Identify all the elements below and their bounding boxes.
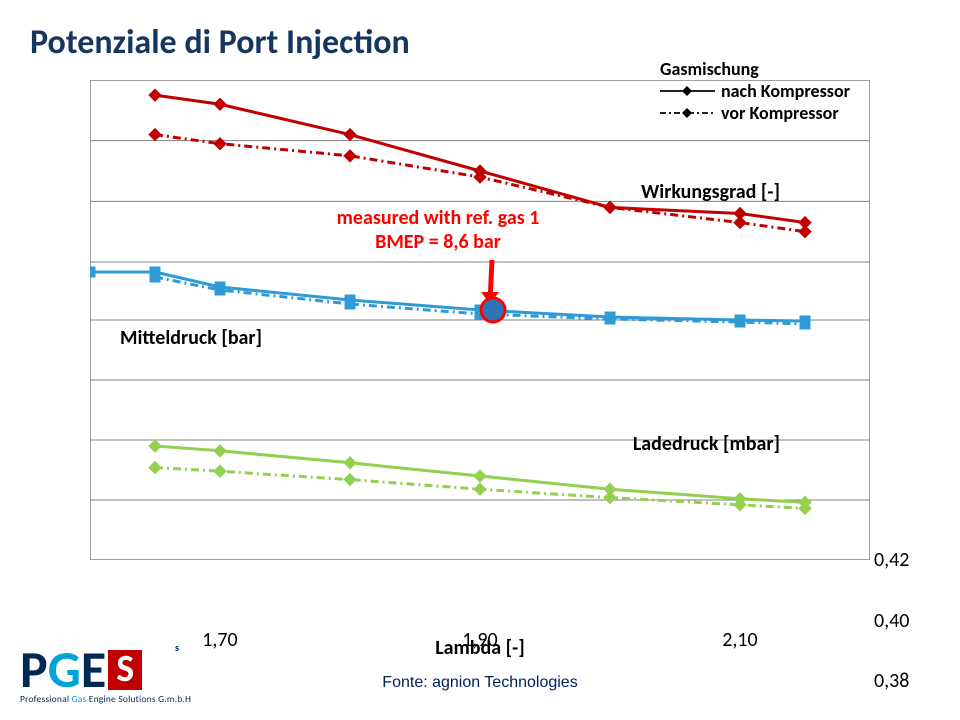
- annotation-text: measured with ref. gas 1 BMEP = 8,6 bar: [308, 206, 568, 254]
- legend-item-dash: vor Kompressor: [660, 102, 850, 124]
- chart-svg: [90, 80, 870, 560]
- slide-title: Potenziale di Port Injection: [30, 22, 410, 63]
- legend-item-solid: nach Kompressor: [660, 80, 850, 102]
- logo-tiny-letters: as: [148, 641, 179, 654]
- chart-area: Gasmischung nach Kompressor vor Kompress…: [90, 80, 870, 600]
- source-footer: Fonte: agnion Technologies: [0, 674, 960, 692]
- label-mitteldruck: Mitteldruck [bar]: [120, 326, 262, 350]
- label-wirkungsgrad: Wirkungsgrad [-]: [641, 180, 780, 204]
- chart-legend: Gasmischung nach Kompressor vor Kompress…: [660, 58, 850, 124]
- legend-header: Gasmischung: [660, 58, 850, 80]
- label-ladedruck: Ladedruck [mbar]: [633, 432, 780, 456]
